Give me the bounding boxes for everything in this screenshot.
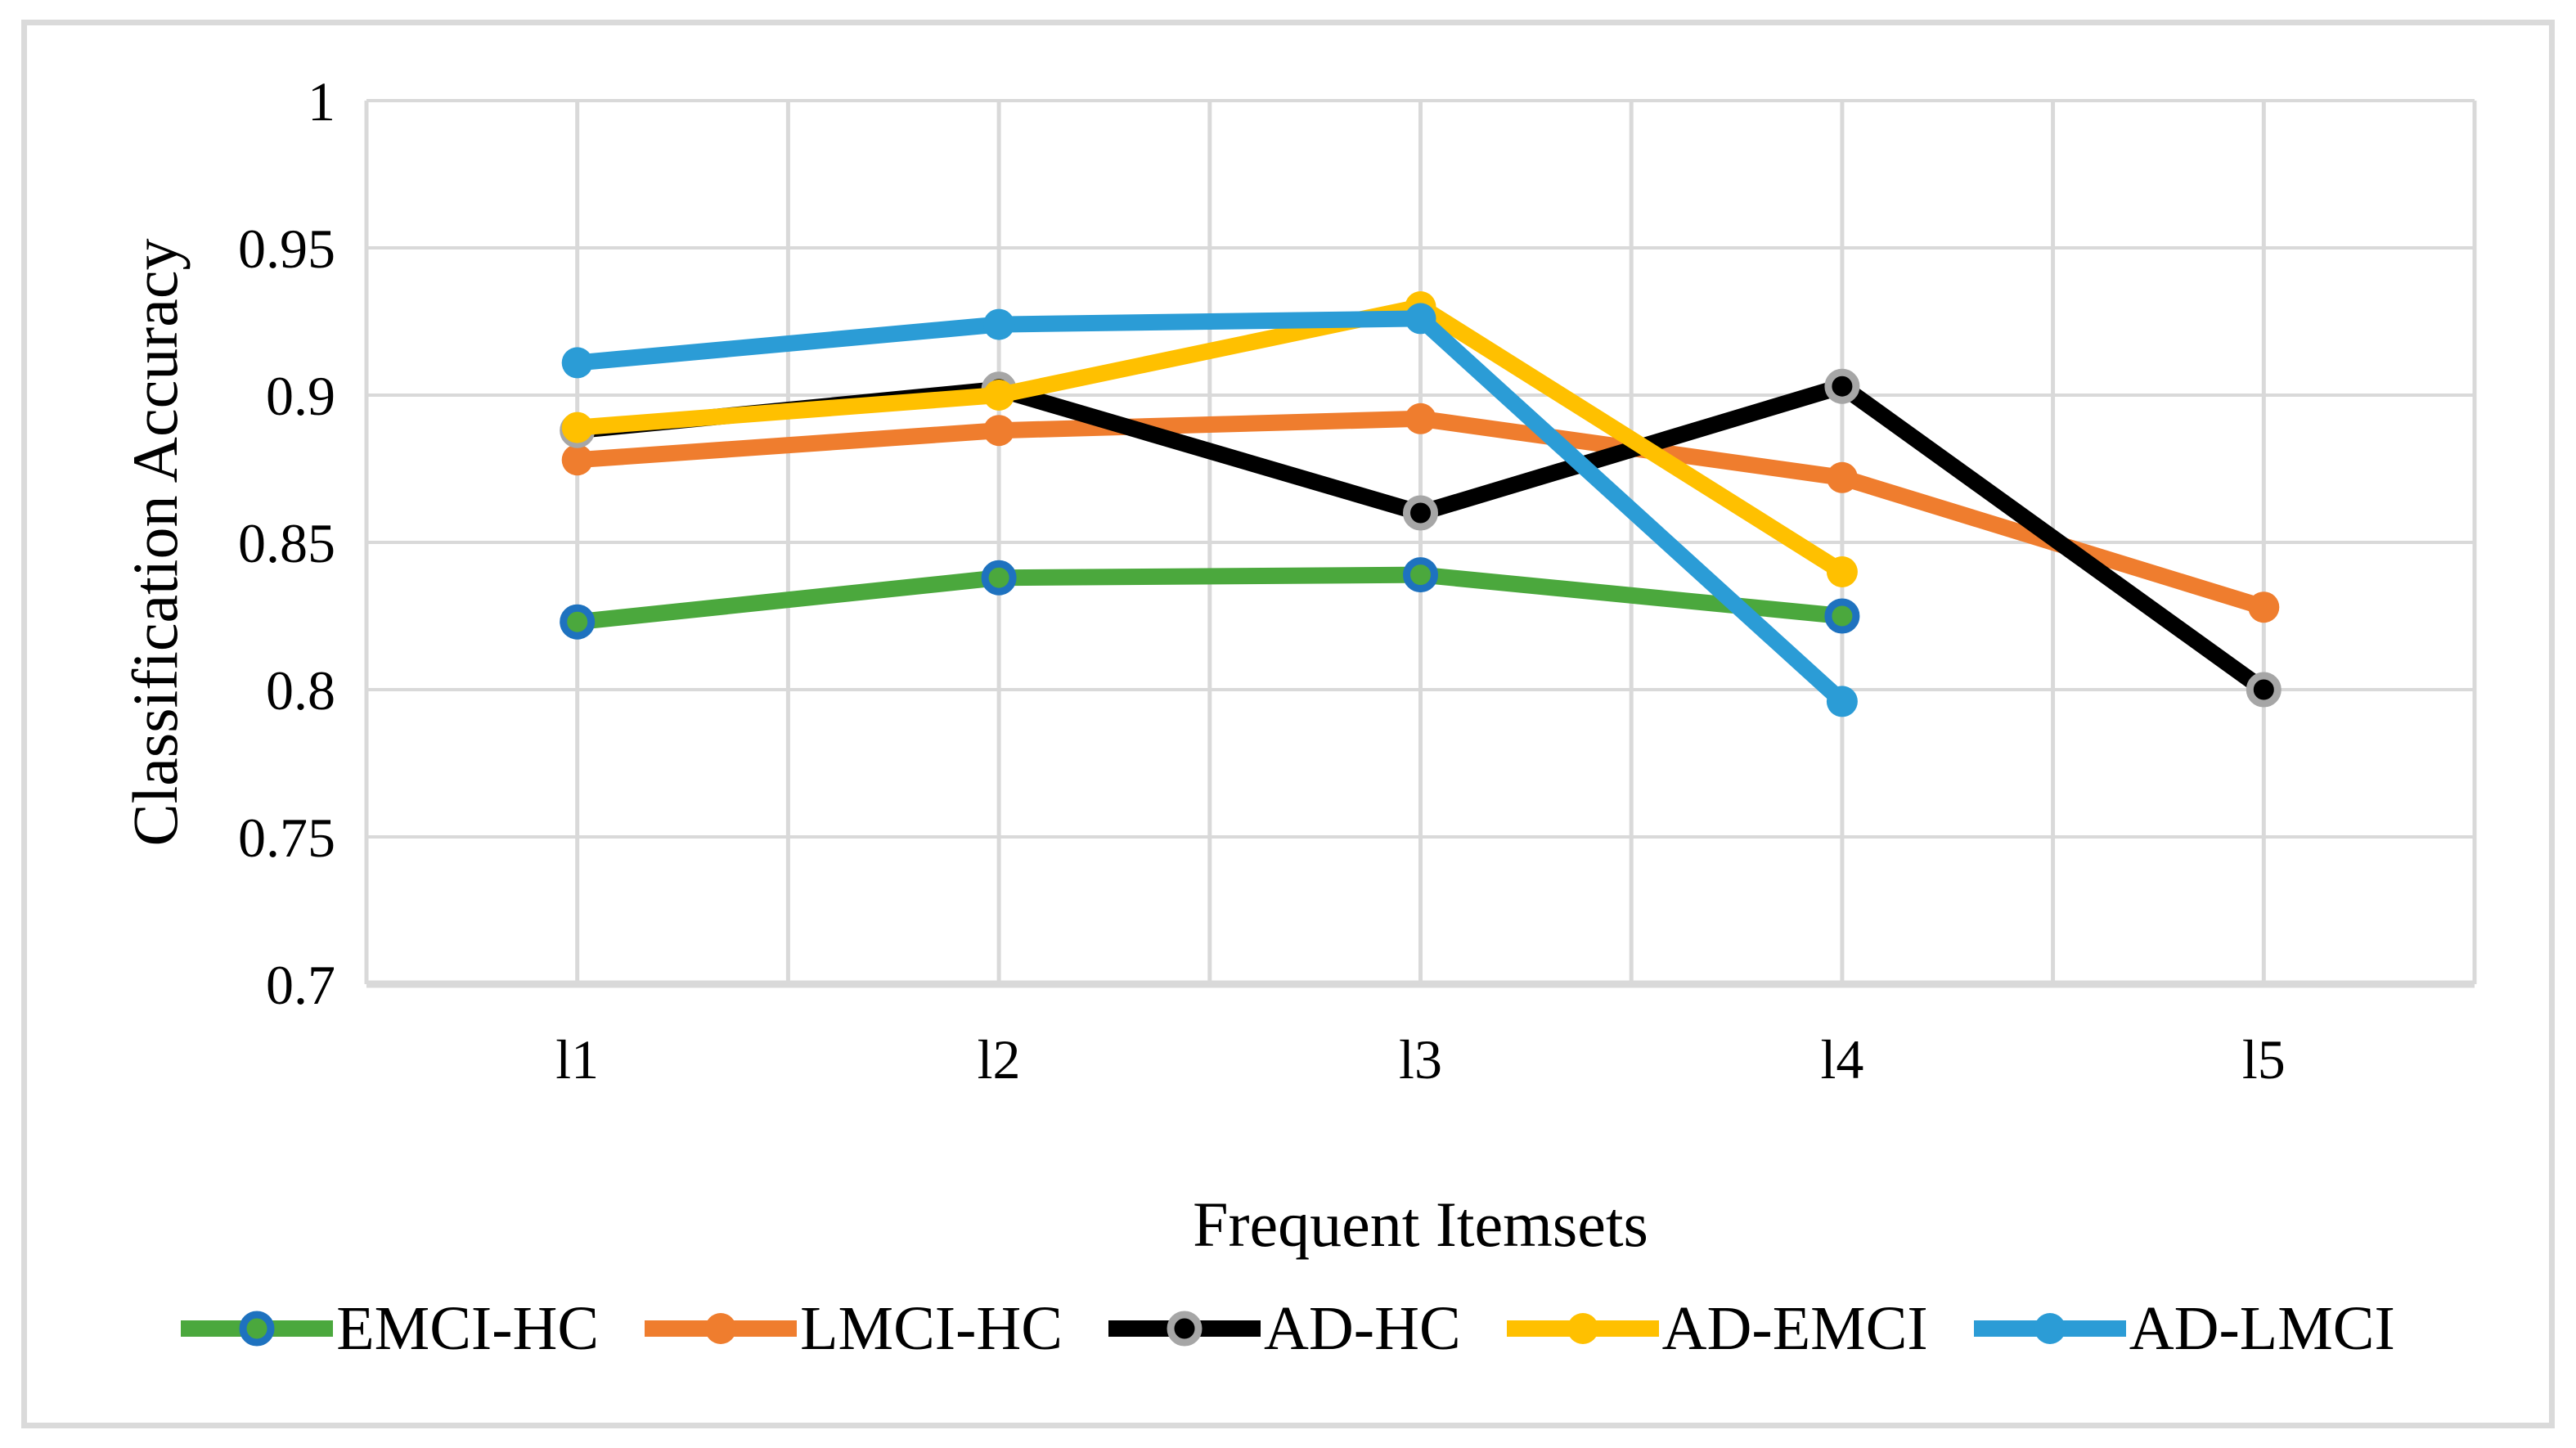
- x-tick-label-l1: l1: [555, 1028, 599, 1090]
- legend-item-AD-HC: AD-HC: [1108, 1297, 1461, 1360]
- point-AD-LMCI-l3: [1405, 303, 1436, 335]
- point-AD-HC-l4: [1824, 368, 1860, 404]
- point-AD-HC-l3: [1403, 495, 1438, 531]
- series-line-AD-LMCI: [576, 310, 1848, 708]
- point-AD-LMCI-l1: [561, 347, 593, 379]
- series-line-AD-EMCI: [576, 299, 1847, 579]
- legend-label-EMCI-HC: EMCI-HC: [336, 1294, 600, 1363]
- x-tick-label-l5: l5: [2242, 1028, 2286, 1090]
- point-EMCI-HC-l2: [981, 560, 1017, 596]
- point-LMCI-HC-l4: [1826, 461, 1858, 493]
- point-AD-HC-l5: [2246, 672, 2282, 708]
- y-tick-label: 1: [308, 70, 335, 133]
- y-tick-label: 0.95: [238, 218, 335, 280]
- legend-marker-icon-AD-HC: [1108, 1311, 1261, 1347]
- point-EMCI-HC-l3: [1403, 557, 1438, 593]
- y-tick-label: 0.75: [238, 807, 335, 869]
- point-AD-LMCI-l4: [1826, 686, 1858, 717]
- point-EMCI-HC-l1: [560, 604, 596, 640]
- y-axis-title: Classification Accuracy: [119, 238, 191, 847]
- x-tick-label-l3: l3: [1399, 1028, 1442, 1090]
- legend-label-LMCI-HC: LMCI-HC: [800, 1294, 1063, 1363]
- figure-border: [21, 20, 2555, 1428]
- x-tick-label-l4: l4: [1820, 1028, 1863, 1090]
- legend: EMCI-HC LMCI-HC AD-HC AD-EMCI AD-LMCI: [0, 1281, 2576, 1376]
- legend-marker-icon-AD-LMCI: [1973, 1313, 2126, 1344]
- legend-label-AD-HC: AD-HC: [1263, 1294, 1461, 1363]
- point-AD-EMCI-l4: [1826, 556, 1858, 587]
- y-tick-label: 0.9: [266, 365, 335, 427]
- legend-label-AD-LMCI: AD-LMCI: [2129, 1294, 2395, 1363]
- point-LMCI-HC-l1: [561, 444, 593, 476]
- point-EMCI-HC-l4: [1824, 598, 1860, 634]
- point-LMCI-HC-l2: [983, 415, 1015, 447]
- legend-item-EMCI-HC: EMCI-HC: [181, 1297, 599, 1360]
- point-AD-LMCI-l2: [983, 308, 1015, 340]
- legend-marker-icon-AD-EMCI: [1506, 1313, 1659, 1344]
- y-tick-label: 0.8: [266, 659, 335, 722]
- legend-label-AD-EMCI: AD-EMCI: [1661, 1294, 1928, 1363]
- legend-item-LMCI-HC: LMCI-HC: [645, 1297, 1063, 1360]
- x-axis-title: Frequent Itemsets: [1193, 1189, 1648, 1260]
- series-line-EMCI-HC: [576, 566, 1843, 631]
- y-tick-label: 0.7: [266, 954, 335, 1016]
- y-tick-label: 0.85: [238, 512, 335, 574]
- legend-marker-icon-EMCI-HC: [181, 1311, 334, 1347]
- point-LMCI-HC-l5: [2248, 591, 2280, 623]
- point-AD-EMCI-l1: [561, 411, 593, 443]
- point-AD-EMCI-l2: [983, 380, 1015, 411]
- x-tick-label-l2: l2: [978, 1028, 1021, 1090]
- legend-marker-icon-LMCI-HC: [645, 1313, 798, 1344]
- point-LMCI-HC-l3: [1405, 402, 1436, 434]
- legend-item-AD-LMCI: AD-LMCI: [1973, 1294, 2395, 1363]
- legend-item-AD-EMCI: AD-EMCI: [1506, 1294, 1928, 1363]
